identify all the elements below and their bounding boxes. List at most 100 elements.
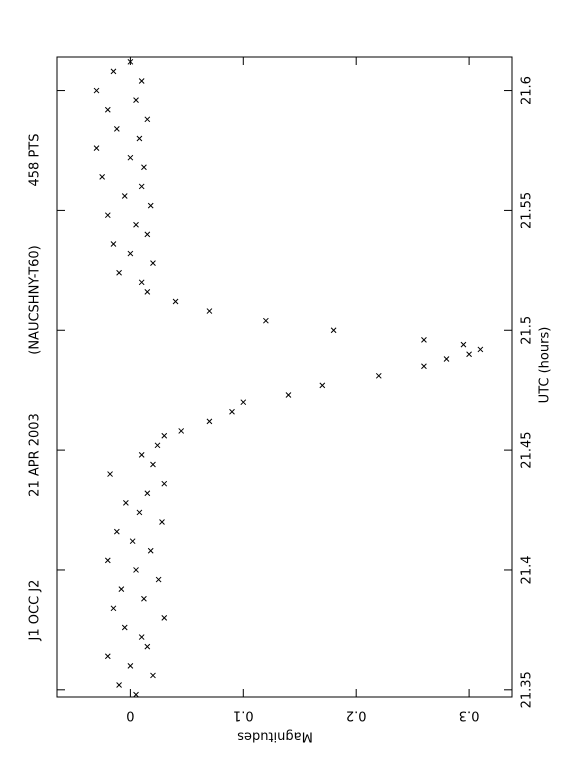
point: [113, 528, 120, 535]
point-stroke: [116, 269, 122, 276]
point: [138, 634, 145, 640]
point-stroke: [133, 567, 139, 573]
point-stroke: [154, 442, 161, 449]
point-stroke: [375, 372, 382, 379]
point: [129, 538, 136, 545]
point-stroke: [127, 250, 134, 257]
point-stroke: [141, 595, 147, 602]
point-stroke: [150, 260, 156, 266]
point: [161, 480, 168, 487]
point-stroke: [147, 547, 154, 554]
x-tick-label: 21.55: [520, 192, 535, 229]
point: [116, 269, 122, 276]
point-stroke: [113, 528, 120, 535]
point: [136, 135, 143, 142]
y-axis-label: Magnitudes: [237, 729, 313, 744]
point: [155, 576, 162, 583]
point: [144, 490, 151, 497]
point: [138, 183, 145, 190]
point: [263, 317, 269, 324]
x-tick-label: 21.6: [520, 76, 535, 105]
title-part: J1 OCC J2: [28, 580, 43, 642]
point-stroke: [172, 298, 179, 305]
point: [104, 106, 111, 113]
point-stroke: [161, 432, 168, 439]
y-tick-label: 0: [126, 708, 134, 723]
point: [443, 356, 450, 362]
point-stroke: [133, 221, 139, 228]
point-stroke: [129, 538, 136, 545]
point-stroke: [178, 428, 185, 434]
point-stroke: [443, 356, 450, 362]
point-stroke: [133, 97, 139, 103]
point-stroke: [144, 116, 151, 123]
title-part: 458 PTS: [28, 134, 43, 187]
point: [121, 193, 128, 199]
point: [330, 327, 337, 334]
point-stroke: [110, 241, 117, 247]
point: [138, 452, 145, 458]
point: [144, 643, 151, 650]
point: [147, 547, 154, 554]
point: [161, 615, 168, 621]
point: [150, 461, 156, 468]
point: [110, 605, 117, 612]
x-tick-label: 21.4: [520, 555, 535, 584]
point-stroke: [206, 308, 213, 314]
point-stroke: [141, 164, 147, 171]
y-tick-label: 0.3: [459, 708, 480, 723]
y-tick-label: 0.2: [346, 708, 367, 723]
point-stroke: [466, 351, 472, 358]
point-stroke: [421, 363, 427, 370]
point: [229, 408, 235, 415]
y-tick-label: 0.1: [233, 708, 254, 723]
point: [421, 363, 427, 370]
point: [104, 557, 111, 564]
point: [127, 250, 134, 257]
point-stroke: [127, 154, 134, 161]
point-stroke: [144, 643, 151, 650]
point-stroke: [99, 173, 106, 180]
point-stroke: [138, 78, 145, 84]
point: [147, 202, 154, 209]
point-stroke: [147, 202, 154, 209]
point: [123, 499, 129, 506]
point: [240, 399, 247, 406]
point: [107, 471, 113, 477]
x-tick-label: 21.35: [520, 671, 535, 708]
point-stroke: [240, 399, 247, 406]
point-stroke: [421, 336, 427, 343]
point-stroke: [319, 382, 326, 389]
point: [285, 392, 292, 398]
point: [161, 432, 168, 439]
point-stroke: [155, 576, 162, 583]
point-stroke: [138, 183, 145, 190]
point-stroke: [121, 193, 128, 199]
point-stroke: [93, 87, 100, 94]
point-stroke: [460, 341, 467, 348]
point-stroke: [285, 392, 292, 398]
point-stroke: [144, 231, 151, 238]
point-stroke: [138, 279, 145, 286]
point: [144, 231, 151, 238]
point: [144, 116, 151, 123]
point-stroke: [107, 471, 113, 477]
point: [466, 351, 472, 358]
point-stroke: [116, 682, 122, 688]
point-stroke: [133, 691, 139, 698]
point: [421, 336, 427, 343]
point-stroke: [144, 490, 151, 497]
point-stroke: [330, 327, 337, 334]
point: [133, 221, 139, 228]
point-stroke: [104, 557, 111, 564]
point: [133, 97, 139, 103]
x-tick-label: 21.5: [520, 316, 535, 345]
point: [159, 519, 165, 525]
point: [138, 78, 145, 84]
point: [93, 145, 100, 151]
point: [104, 653, 111, 660]
point-stroke: [93, 145, 100, 151]
point-stroke: [123, 499, 129, 506]
point-stroke: [110, 68, 117, 75]
